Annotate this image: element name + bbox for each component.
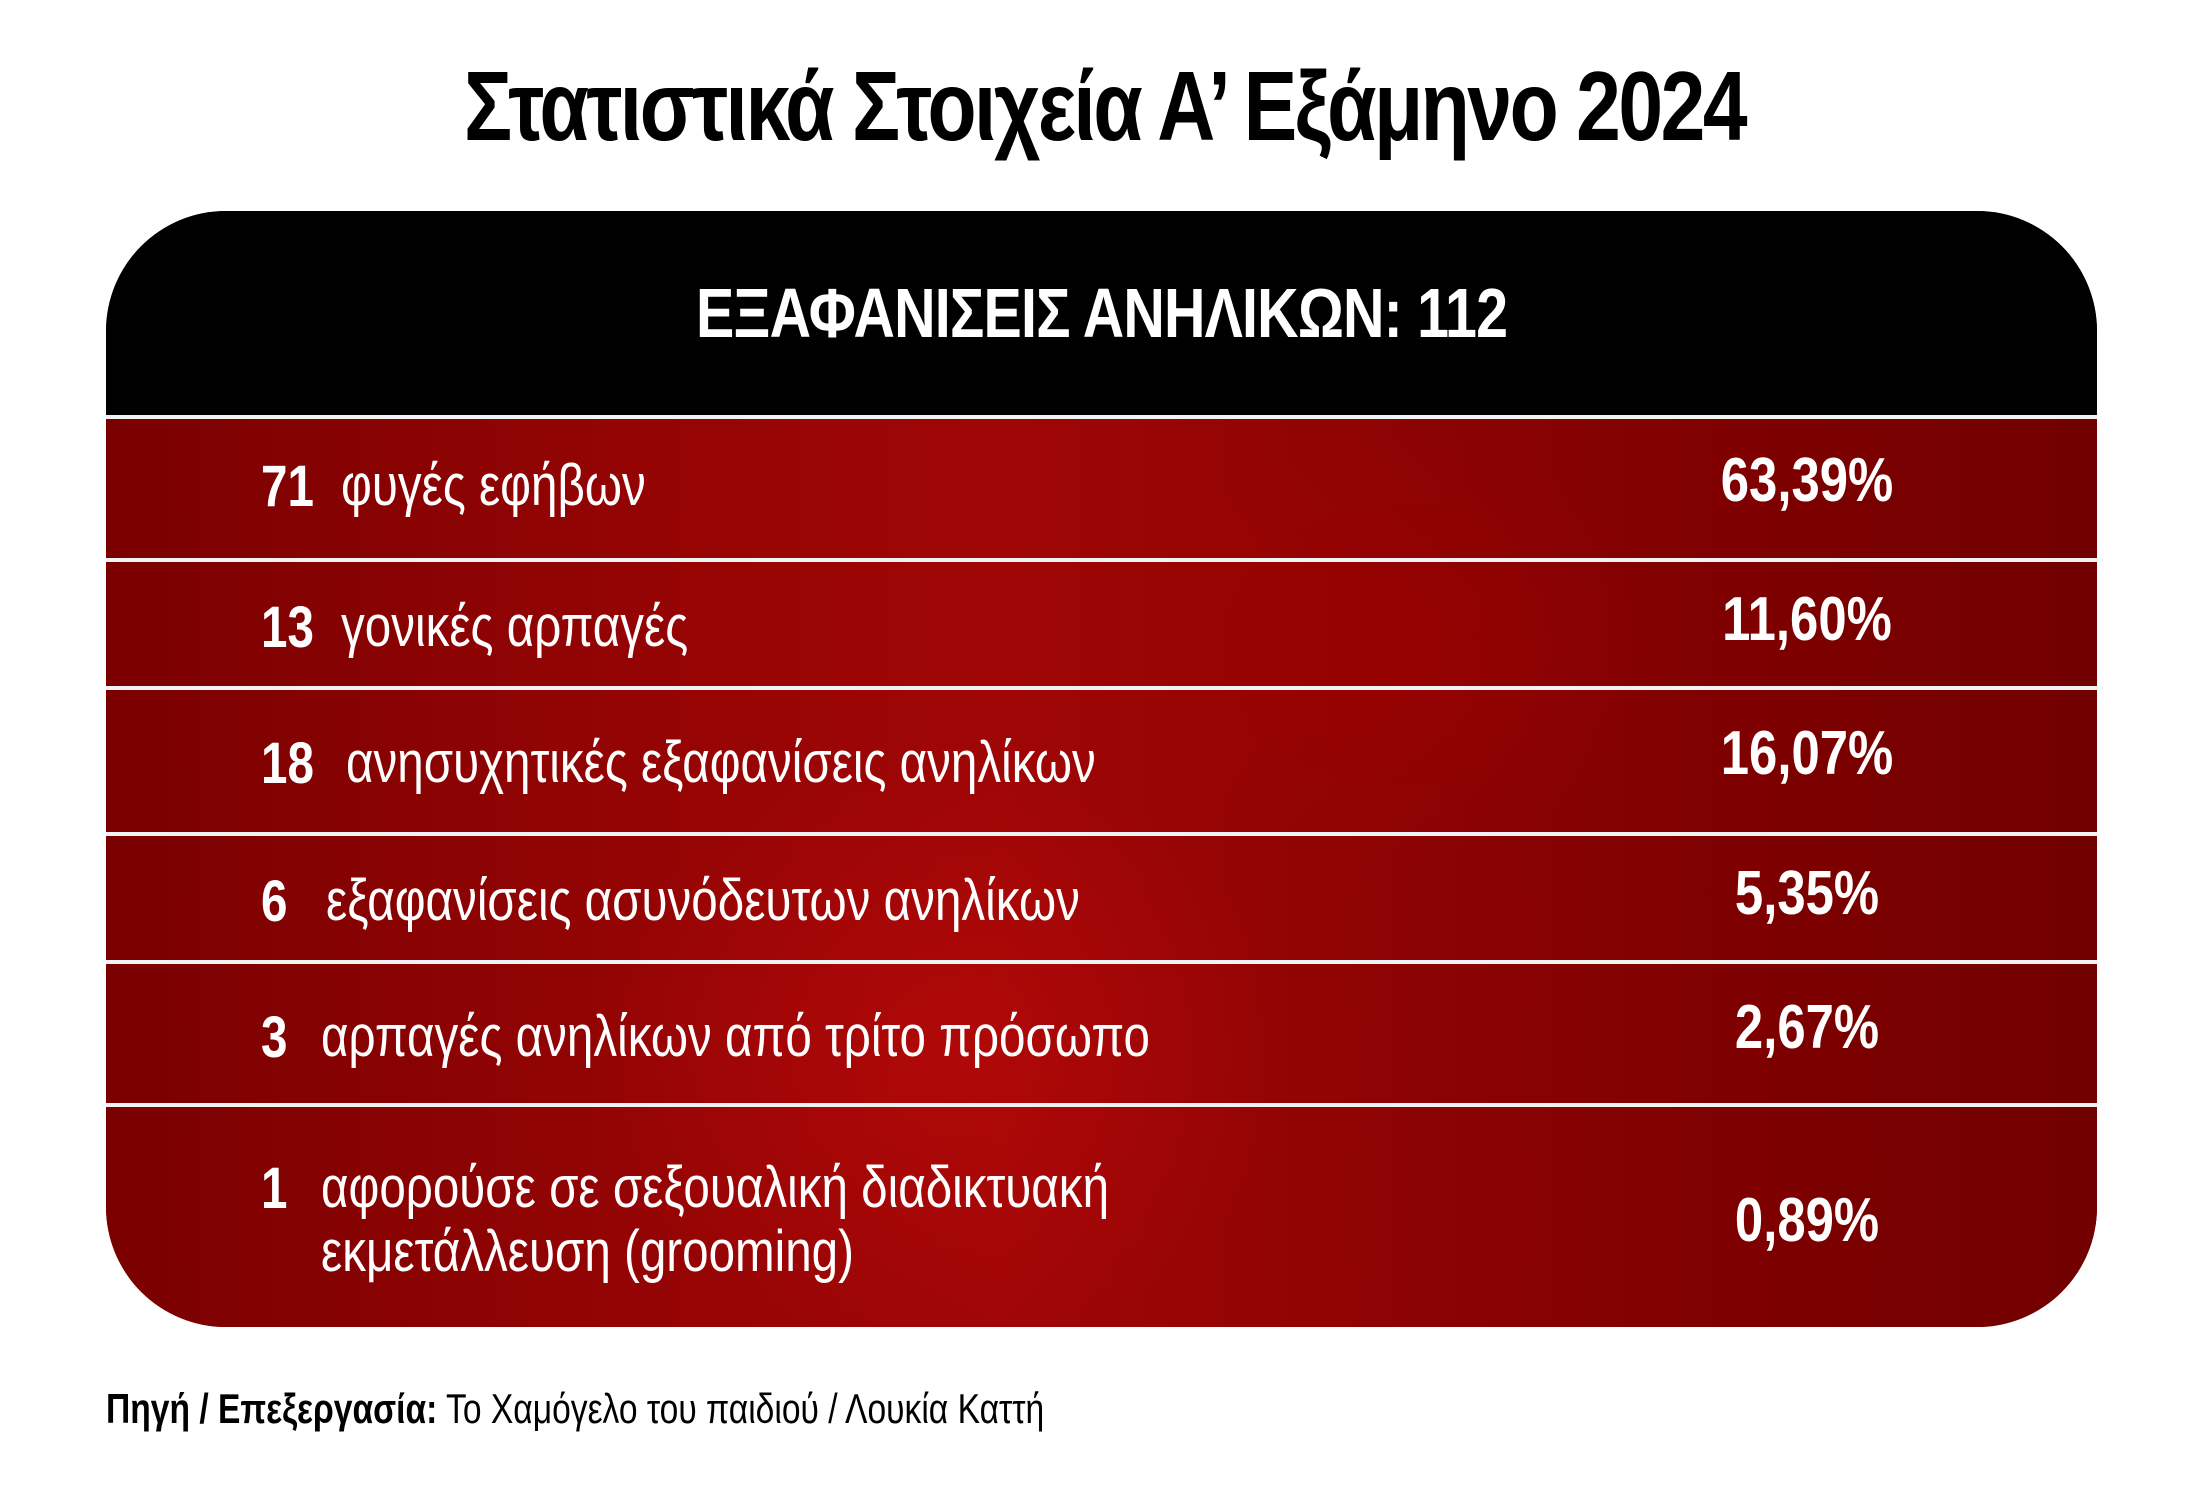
row-count: 18 xyxy=(261,731,314,796)
table-row: 71 φυγές εφήβων 63,39% xyxy=(106,415,2097,558)
row-count: 3 xyxy=(261,1005,288,1070)
table-row: 13 γονικές αρπαγές 11,60% xyxy=(106,558,2097,686)
row-count: 1 xyxy=(261,1156,288,1221)
source-label: Πηγή / Επεξεργασία: xyxy=(106,1385,438,1432)
row-label: εξαφανίσεις ασυνόδευτων ανηλίκων xyxy=(326,868,1080,933)
table-row: 3 αρπαγές ανηλίκων από τρίτο πρόσωπο 2,6… xyxy=(106,960,2097,1103)
row-label-line2: εκμετάλλευση (grooming) xyxy=(321,1219,854,1284)
page-title: Στατιστικά Στοιχεία Α’ Εξάμηνο 2024 xyxy=(463,51,1748,161)
source-text: Το Χαμόγελο του παιδιού / Λουκία Καττή xyxy=(446,1385,1045,1432)
row-percent: 11,60% xyxy=(1722,585,1892,654)
row-percent: 0,89% xyxy=(1734,1186,1880,1255)
row-percent: 16,07% xyxy=(1720,719,1894,788)
row-label: αφορούσε σε σεξουαλική διαδικτυακή xyxy=(321,1155,1110,1220)
row-count: 6 xyxy=(261,869,288,934)
row-count: 71 xyxy=(261,454,314,519)
table-row: 6 εξαφανίσεις ασυνόδευτων ανηλίκων 5,35% xyxy=(106,832,2097,960)
row-percent: 2,67% xyxy=(1734,993,1880,1062)
card-header: ΕΞΑΦΑΝΙΣΕΙΣ ΑΝΗΛΙΚΩΝ: 112 xyxy=(106,211,2097,415)
table-row: 1 αφορούσε σε σεξουαλική διαδικτυακή εκμ… xyxy=(106,1103,2097,1327)
table-row: 18 ανησυχητικές εξαφανίσεις ανηλίκων 16,… xyxy=(106,686,2097,832)
row-label: φυγές εφήβων xyxy=(341,453,646,518)
source-footer: Πηγή / Επεξεργασία: Το Χαμόγελο του παιδ… xyxy=(106,1385,1044,1433)
row-label: αρπαγές ανηλίκων από τρίτο πρόσωπο xyxy=(321,1004,1150,1069)
row-label: γονικές αρπαγές xyxy=(341,594,689,659)
row-percent: 63,39% xyxy=(1720,446,1894,515)
stats-card: ΕΞΑΦΑΝΙΣΕΙΣ ΑΝΗΛΙΚΩΝ: 112 71 φυγές εφήβω… xyxy=(106,211,2097,1327)
row-label: ανησυχητικές εξαφανίσεις ανηλίκων xyxy=(346,730,1096,795)
row-percent: 5,35% xyxy=(1734,859,1880,928)
header-total: ΕΞΑΦΑΝΙΣΕΙΣ ΑΝΗΛΙΚΩΝ: 112 xyxy=(695,274,1508,352)
row-count: 13 xyxy=(261,595,314,660)
background-photo xyxy=(106,418,2097,1327)
